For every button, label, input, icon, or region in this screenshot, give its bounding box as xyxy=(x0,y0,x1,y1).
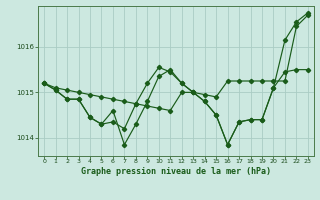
X-axis label: Graphe pression niveau de la mer (hPa): Graphe pression niveau de la mer (hPa) xyxy=(81,167,271,176)
